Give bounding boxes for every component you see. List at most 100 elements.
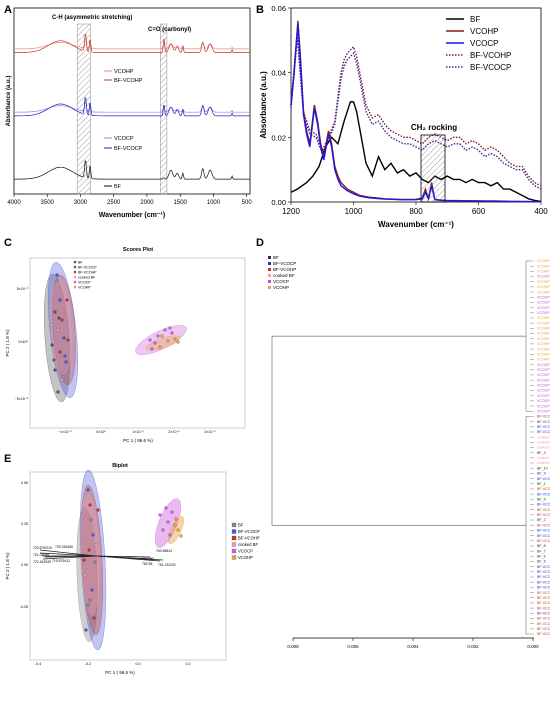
panel-e-plot: 723.679/210 725.315465 721.03088 722.442949… [33,469,185,651]
score-point [53,368,57,372]
leaf-label: VCOHP_9 [537,316,550,320]
leaf-label: VCOHP_11 [537,280,550,284]
legend-label: BF-VCOCP [273,261,296,266]
panel-d-xtick-label: 0.002 [467,644,479,649]
score-point [50,343,54,347]
score-point [52,358,56,362]
leaf-label: VCOHP_15 [537,270,550,274]
series-line-bf-vcocp [290,37,542,190]
leaf-label: VCOHP_5 [537,342,550,346]
panel-b-ytick-label: 0.04 [271,69,286,78]
spectrum-line-bf-vcocp [14,97,250,117]
panel-b-ytick-label: 0.02 [271,133,286,142]
panel-e-ytick-label: 0.50 [21,481,28,485]
score-point [150,347,154,351]
panel-b: B 1200 1000 800 600 400 0.00 0.02 0.04 0.06 CH₂ … [256,4,548,229]
spectrum-line-bf [14,160,250,180]
leaf-label: VCOHP_2 [537,352,550,356]
loading-label: 762.55 [142,562,152,566]
panel-d-ticks: 0.008 0.006 0.004 0.002 0.000 [287,637,539,649]
leaf-label: BF-VCOCP_2 [537,430,550,434]
panel-e: E Biplot 723.679/210 725.315465721.030887… [4,453,260,675]
leaf-label: BF-VCOCP_1 [537,586,550,590]
legend-label: cooked BF [273,273,295,278]
biplot-point [86,603,90,607]
score-point [60,378,64,382]
legend-label: BF-VCOCP [238,529,260,534]
panel-b-xtick-label: 600 [472,207,486,216]
legend-label: VCOHP [273,285,289,290]
legend-label: BF [470,15,480,24]
biplot-point [82,558,86,562]
biplot-point [88,503,92,507]
legend-label: VCOCP [470,39,498,48]
leaf-label: BF-VCOCP_11 [537,492,550,496]
annotation-ch-stretch: C-H (asymmetric stretching) [52,15,132,21]
annotation-ch2-rocking: CH₂ rocking [411,123,457,132]
legend-marker [268,280,271,283]
loading-label: 719.570412 [52,559,70,563]
legend-marker [73,260,77,264]
panel-a-frame [13,7,251,195]
leaf-label: cooked BF_5 [537,461,550,465]
leaf-label: VCOHP_10 [537,290,550,294]
score-point [156,334,160,338]
leaf-label: BF-VCOCP_5 [537,570,550,574]
spectrum-line-vcocp [14,101,250,113]
score-point [163,328,167,332]
leaf-label: VCOCP_1 [537,409,550,413]
score-point [57,316,61,320]
confidence-ellipse [81,484,103,636]
panel-c-title: Scores Plot [123,247,153,253]
leaf-label: BF-VCOHP_11 [537,596,550,600]
panel-b-legend: BF VCOHP VCOCP BF-VCOHP BF-VCOCP [446,15,511,72]
leaf-label: BF_4 [537,498,546,502]
ch2-rocking-box [420,134,446,203]
score-point [58,298,62,302]
leaf-label: BF-VCOCP_13 [537,580,550,584]
biplot-point [179,534,183,538]
leaf-label: BF-VCOCP_9 [537,529,550,533]
confidence-ellipse [52,274,76,386]
biplot-point [166,520,170,524]
panel-a-ticks: 4000 3500 3000 2500 2000 1500 1000 500 [7,194,252,206]
panel-d-xtick-label: 0.006 [347,644,359,649]
panel-a-lines [14,34,250,180]
leaf-label: VCOCP_15 [537,295,550,299]
leaf-label: VCOCP_3 [537,399,550,403]
score-point [158,345,162,349]
panel-c-ytick-label: 5×10⁻³ [17,287,29,291]
legend-label: BF-VCOHP [114,78,143,84]
leaf-label: BF-VCOHP_3 [537,622,550,626]
leaf-label: BF_1 [537,482,546,486]
panel-a-xtick-label: 3000 [74,200,88,206]
leaf-label: BF_5 [537,560,546,564]
legend-marker [268,286,271,289]
score-point [166,339,170,343]
panel-letter-b: B [256,4,264,16]
leaf-label: cooked BF_3 [537,435,550,439]
legend-label: VCOHP [470,27,498,36]
score-point [56,390,60,394]
score-point [63,354,67,358]
legend-label: VCOHP [238,555,253,560]
leaf-label: BF_10 [537,466,548,470]
panel-e-xtick-label: -0.4 [35,662,41,666]
legend-marker [231,535,237,541]
biplot-point [90,588,94,592]
panel-c-frame [29,257,246,429]
leaf-label: VCOHP_3 [537,347,550,351]
legend-marker [231,548,237,554]
leaf-label: BF_8 [537,544,546,548]
panel-c-ticks: −1×10⁻² 0×10⁰ 1×10⁻² 2×10⁻² 3×10⁻² 5×10⁻³ 0×10… [15,287,217,434]
panel-b-ytick-label: 0.00 [271,198,286,207]
score-point [168,326,172,330]
panel-a-xlabel: Wavenumber (cm⁻¹) [99,212,165,219]
cluster-bracket [525,260,530,412]
panel-e-ytick-label: -0.25 [20,605,28,609]
leaf-label: BF-VCOHP_6 [537,617,550,621]
panel-e-frame [29,471,227,661]
spectrum-line-bf-vcohp [14,34,250,53]
leaf-label: VCOHP_7 [537,327,550,331]
score-point [66,338,70,342]
